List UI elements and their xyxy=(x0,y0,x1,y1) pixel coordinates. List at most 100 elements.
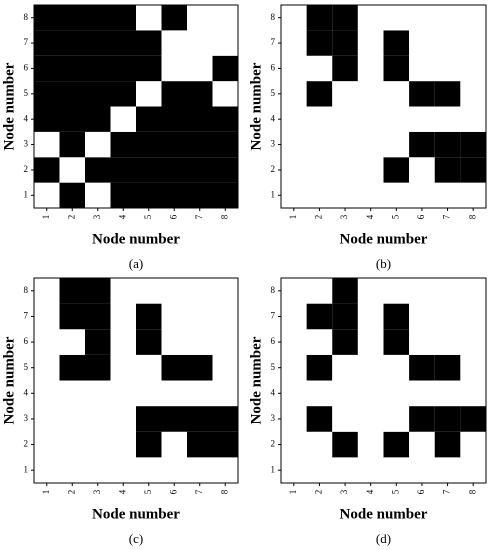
x-tick-label: 5 xyxy=(390,214,400,219)
cell xyxy=(409,81,435,107)
cell xyxy=(34,106,60,132)
y-tick-label: 6 xyxy=(24,63,29,73)
cell xyxy=(136,131,162,158)
x-tick-label: 2 xyxy=(314,490,324,495)
x-tick-label: 8 xyxy=(219,489,229,494)
x-tick-label: 3 xyxy=(339,489,349,494)
cell xyxy=(85,457,111,483)
cell xyxy=(34,278,60,304)
cell xyxy=(136,329,162,355)
cell xyxy=(161,278,187,304)
cell xyxy=(212,55,238,82)
cell xyxy=(460,457,486,483)
cell xyxy=(34,30,60,56)
x-axis-label: Node number xyxy=(92,506,180,522)
x-tick-label: 1 xyxy=(41,215,51,220)
cell xyxy=(281,81,307,107)
cell xyxy=(383,303,410,330)
cell xyxy=(85,406,111,432)
cell xyxy=(434,81,461,107)
y-tick-label: 7 xyxy=(24,311,29,321)
cell xyxy=(332,354,358,381)
cell xyxy=(34,131,60,158)
cell xyxy=(357,457,384,483)
cell xyxy=(187,157,213,183)
cell xyxy=(357,106,384,132)
cell xyxy=(357,157,384,183)
cell xyxy=(110,5,136,31)
cell xyxy=(212,182,238,208)
cell xyxy=(460,406,486,432)
cell xyxy=(187,278,213,304)
cell xyxy=(110,131,136,158)
cell xyxy=(34,354,60,381)
cell xyxy=(85,380,111,407)
cell xyxy=(434,329,461,355)
cell xyxy=(434,106,461,132)
cell xyxy=(34,431,60,458)
cell xyxy=(34,329,60,355)
cell xyxy=(136,157,162,183)
cell xyxy=(460,81,486,107)
panel: 1 2 3 4 5 6 7 8 1 2 3 4 5 6 7 8 Node number Node number (c… xyxy=(1,277,239,546)
cell xyxy=(460,131,486,158)
cell xyxy=(187,182,213,208)
cell xyxy=(136,81,162,107)
cell xyxy=(59,157,85,183)
x-tick-label: 4 xyxy=(117,489,127,494)
y-tick-label: 4 xyxy=(271,387,276,397)
cell xyxy=(85,182,111,208)
cell xyxy=(85,106,111,132)
cell xyxy=(383,329,410,355)
plot-frame xyxy=(33,4,239,209)
cell xyxy=(110,329,136,355)
cell xyxy=(409,182,435,208)
y-tick-label: 4 xyxy=(24,387,29,397)
cell xyxy=(409,457,435,483)
x-tick-label: 6 xyxy=(416,489,426,494)
cell xyxy=(136,303,162,330)
cell xyxy=(34,55,60,82)
cell xyxy=(281,329,307,355)
cell xyxy=(357,278,384,304)
cell xyxy=(59,131,85,158)
cell xyxy=(281,380,307,407)
cell xyxy=(161,55,187,82)
cell xyxy=(383,55,410,82)
cell xyxy=(383,131,410,158)
panel-caption: (c) xyxy=(129,531,143,546)
cell xyxy=(460,278,486,304)
cell xyxy=(434,457,461,483)
plot-frame xyxy=(280,4,487,209)
cell xyxy=(187,380,213,407)
cell xyxy=(460,55,486,82)
cell xyxy=(161,329,187,355)
panel-caption: (a) xyxy=(129,256,143,271)
plot-frame xyxy=(280,277,487,484)
y-tick-label: 7 xyxy=(271,37,276,47)
cell xyxy=(59,457,85,483)
cell xyxy=(59,55,85,82)
cell xyxy=(161,30,187,56)
cell xyxy=(110,157,136,183)
y-axis-label: Node number xyxy=(1,62,17,150)
cell xyxy=(306,431,333,458)
cell xyxy=(281,157,307,183)
cell xyxy=(409,303,435,330)
cell xyxy=(409,329,435,355)
cell xyxy=(332,380,358,407)
cell xyxy=(332,106,358,132)
cell xyxy=(212,157,238,183)
y-tick-label: 4 xyxy=(271,113,276,123)
cell xyxy=(187,30,213,56)
cell xyxy=(306,157,333,183)
cell xyxy=(383,81,410,107)
cell xyxy=(187,457,213,483)
cell xyxy=(212,106,238,132)
cell xyxy=(85,329,111,355)
cell xyxy=(110,30,136,56)
cell xyxy=(460,303,486,330)
cell xyxy=(409,406,435,432)
cell xyxy=(332,303,358,330)
